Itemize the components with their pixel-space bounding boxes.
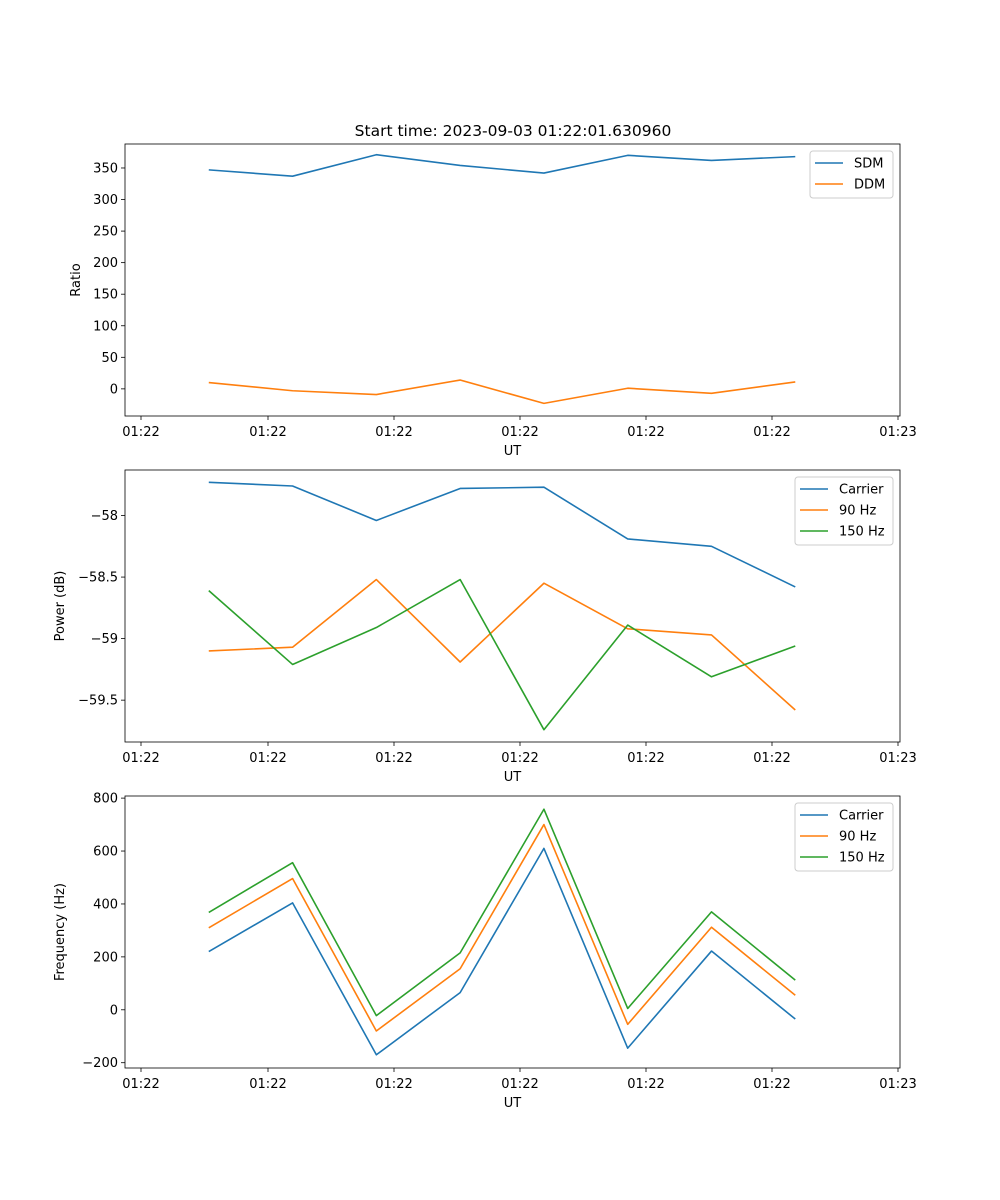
y-tick-label: 100 [93,319,118,334]
x-tick-label: 01:22 [375,751,412,766]
y-axis-label: Frequency (Hz) [53,883,68,981]
x-tick-label: 01:23 [879,425,916,440]
x-tick-label: 01:22 [122,1077,159,1092]
series-line-90-hz [208,823,796,1032]
series-line-150-hz [208,578,796,731]
y-tick-label: 0 [110,1003,118,1018]
plot-frame [124,795,901,1069]
y-tick-label: 400 [93,897,118,912]
x-tick-label: 01:22 [627,1077,664,1092]
x-tick-label: 01:22 [627,751,664,766]
legend-label: Carrier [839,809,884,824]
y-tick-label: 250 [93,225,118,240]
y-tick-label: −59 [91,632,118,647]
x-tick-label: 01:22 [122,751,159,766]
x-axis-label: UT [504,770,522,785]
y-tick-label: 600 [93,845,118,860]
x-tick-label: 01:22 [501,1077,538,1092]
x-tick-label: 01:22 [249,751,286,766]
x-tick-label: 01:22 [501,751,538,766]
series-line-carrier [208,847,796,1056]
y-tick-label: −200 [82,1056,118,1071]
x-tick-label: 01:22 [753,1077,790,1092]
legend-label: DDM [854,178,885,193]
x-tick-label: 01:23 [879,751,916,766]
y-tick-label: 200 [93,950,118,965]
x-axis-label: UT [504,1096,522,1111]
y-tick-label: −58 [91,509,118,524]
x-tick-label: 01:22 [753,751,790,766]
x-tick-label: 01:22 [249,1077,286,1092]
x-tick-label: 01:22 [375,1077,412,1092]
x-tick-label: 01:22 [375,425,412,440]
legend-label: 90 Hz [839,830,876,845]
series-line-sdm [208,153,796,177]
plot-frame [124,469,901,743]
legend-label: 90 Hz [839,504,876,519]
x-tick-label: 01:22 [122,425,159,440]
x-tick-label: 01:23 [879,1077,916,1092]
power-plot: −59.5 −59 −58.5 −58 01:22 01:22 01:22 01:22 01:2… [53,469,917,785]
legend-label: 150 Hz [839,851,885,866]
y-tick-label: −58.5 [78,571,118,586]
ratio-plot: 0 50 100 150 200 250 300 350 01:22 01:22 01:22 01:2… [69,143,917,459]
y-axis-label: Power (dB) [53,571,68,642]
y-tick-label: 50 [101,351,118,366]
y-tick-label: −59.5 [78,694,118,709]
plot-frame [124,143,901,417]
y-tick-label: 800 [93,792,118,807]
legend-label: 150 Hz [839,525,885,540]
y-tick-label: 300 [93,193,118,208]
y-tick-label: 0 [110,382,118,397]
series-line-90-hz [208,578,796,711]
legend-label: SDM [854,157,883,172]
y-tick-label: 150 [93,288,118,303]
series-line-150-hz [208,808,796,1017]
y-tick-label: 350 [93,161,118,176]
y-axis-label: Ratio [69,263,84,296]
y-tick-label: 200 [93,256,118,271]
x-tick-label: 01:22 [753,425,790,440]
x-tick-label: 01:22 [501,425,538,440]
frequency-plot: −200 0 200 400 600 800 01:22 01:22 01:22 01:22 01:… [53,792,917,1111]
legend-label: Carrier [839,483,884,498]
x-tick-label: 01:22 [249,425,286,440]
legend-box [794,802,894,872]
series-line-ddm [208,379,796,405]
x-axis-label: UT [504,444,522,459]
figure-title: Start time: 2023-09-03 01:22:01.630960 [355,122,672,140]
legend-box [794,476,894,546]
x-tick-label: 01:22 [627,425,664,440]
series-line-carrier [208,481,796,588]
